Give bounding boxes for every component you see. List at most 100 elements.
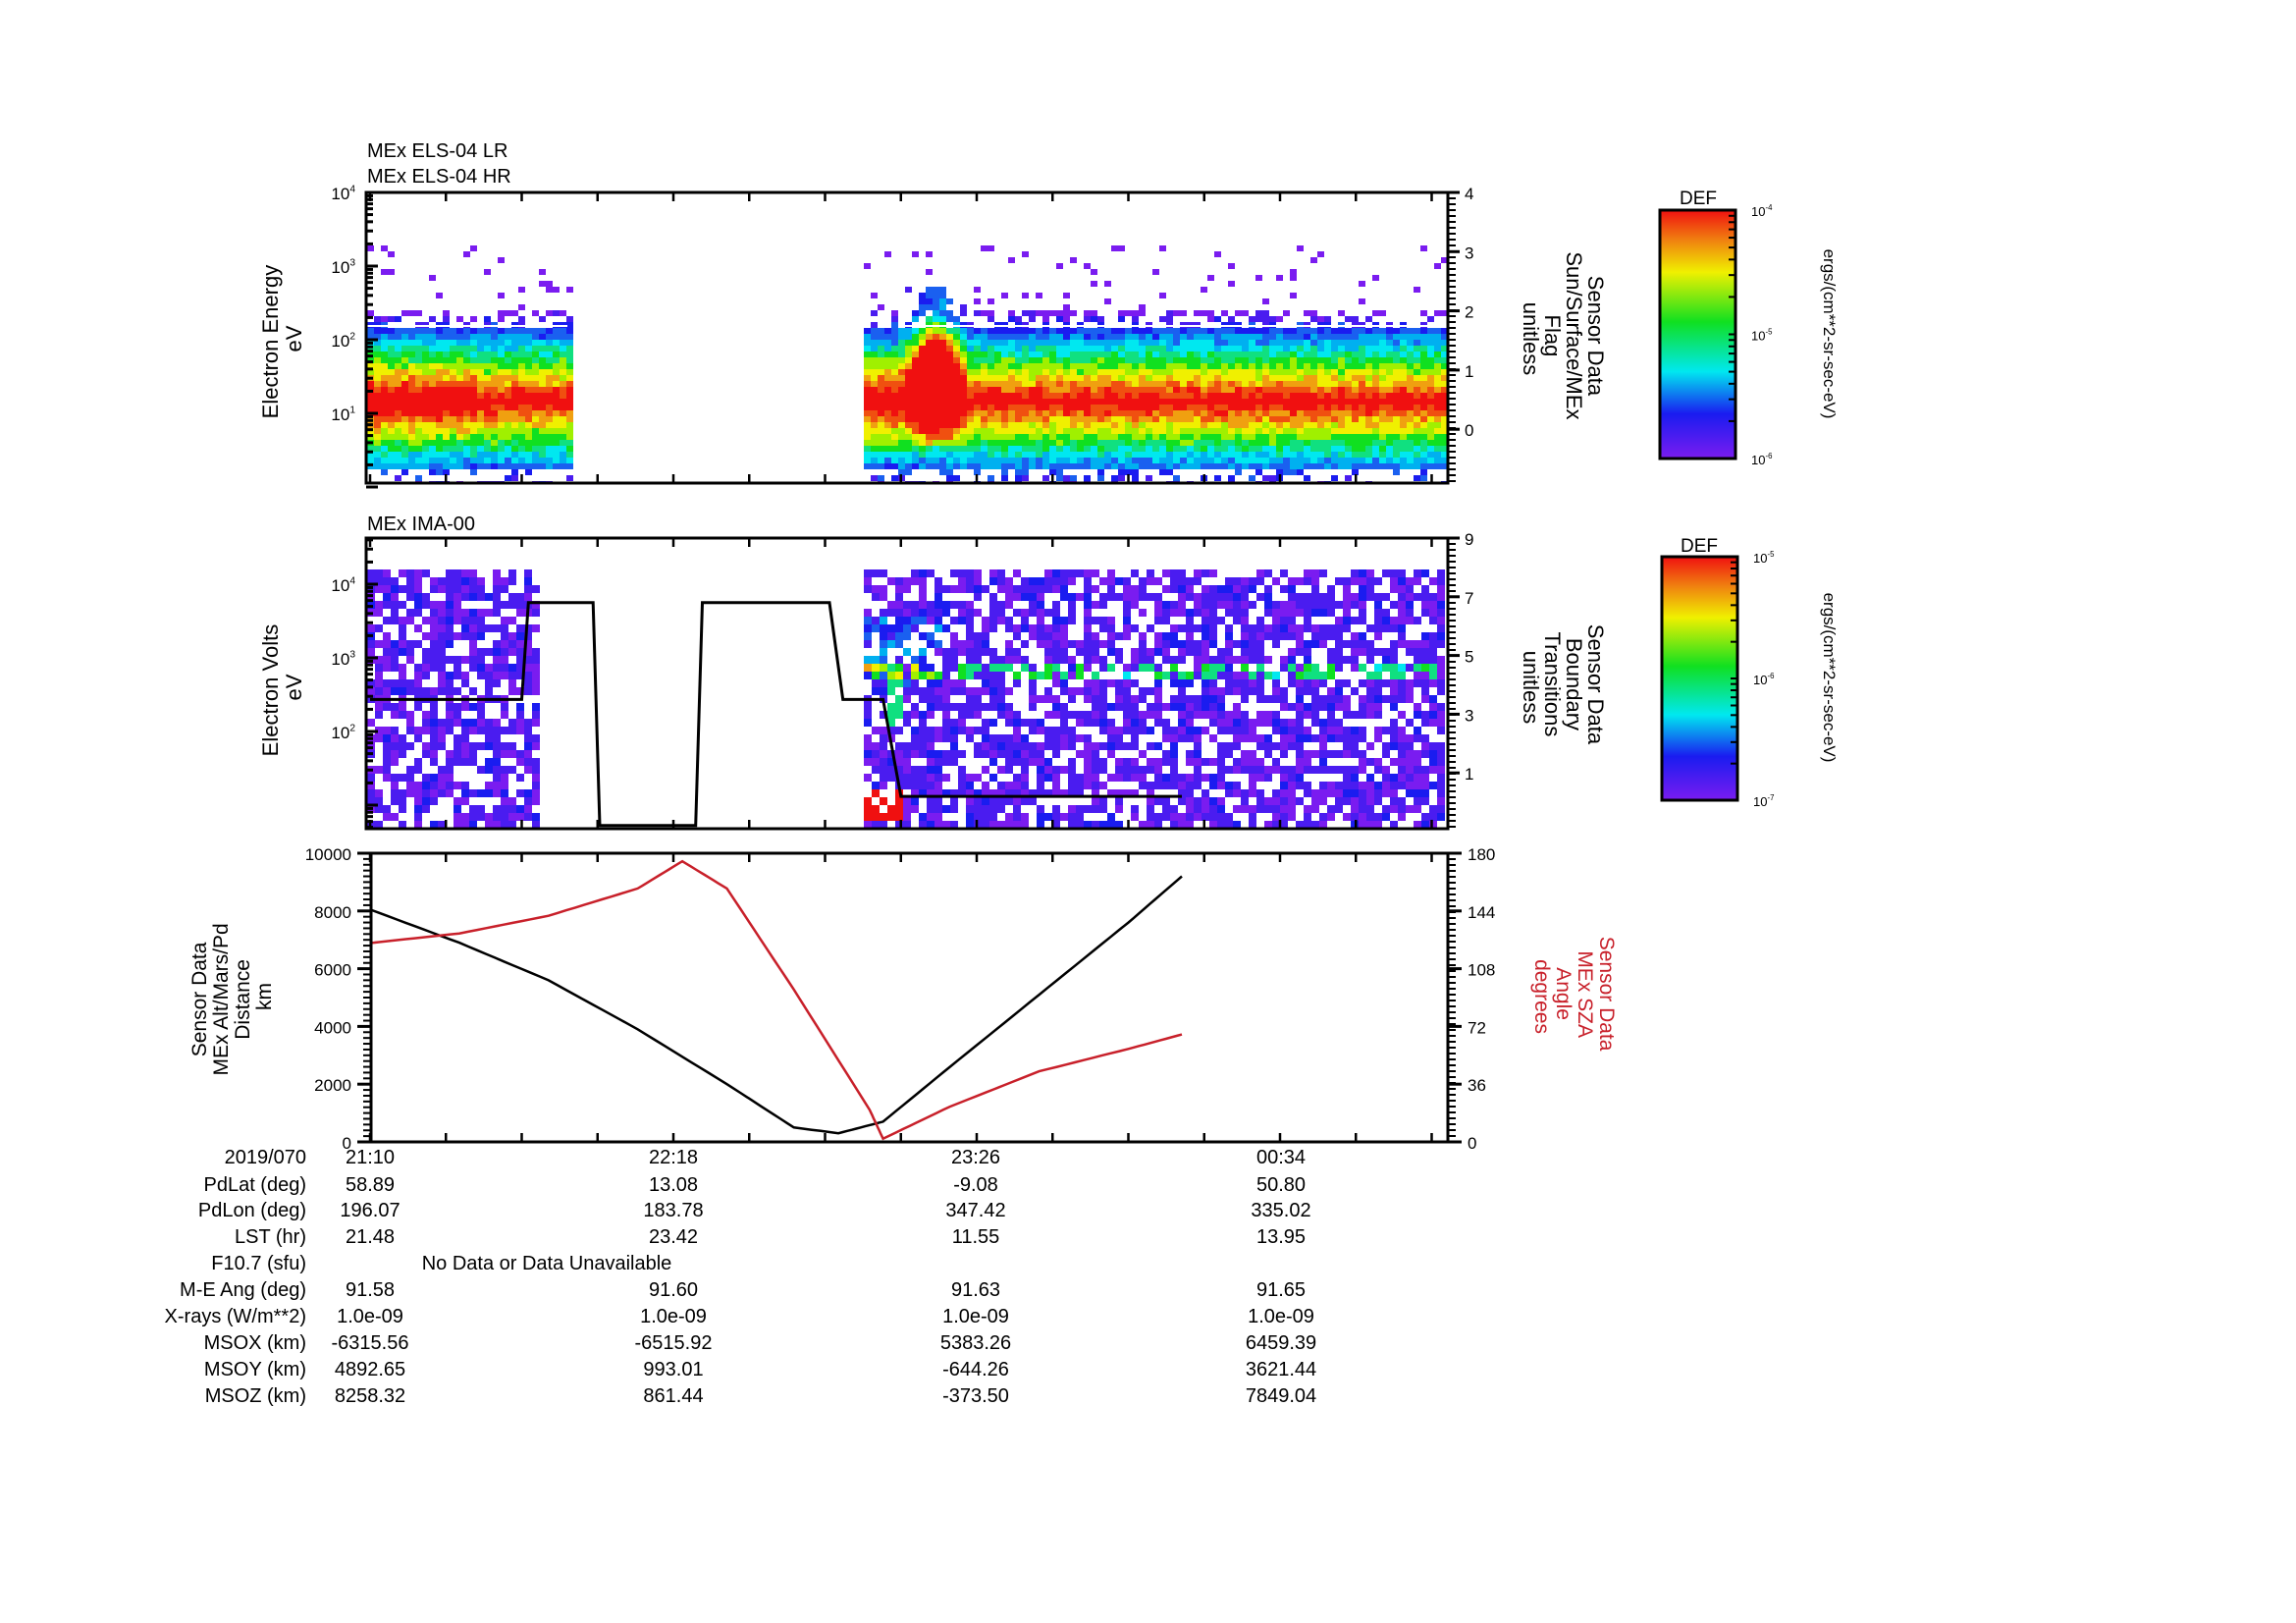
table-cell: -6315.56 — [331, 1332, 409, 1354]
orbit-y-tick-label: 8000 — [314, 903, 351, 922]
ima-y2-tick-label: 3 — [1465, 706, 1473, 725]
table-row-note: No Data or Data Unavailable — [421, 1253, 672, 1274]
ima-y2-tick-label: 9 — [1465, 530, 1473, 549]
table-cell: 21:10 — [345, 1147, 396, 1168]
orbit-right-label: Sensor Data MEx SZA Angle degrees — [1530, 937, 1618, 1057]
els-title-hr: MEx ELS-04 HR — [367, 166, 511, 188]
sza-line — [371, 859, 1183, 1141]
table-row-label: 2019/070 — [224, 1147, 306, 1168]
table-cell: -644.26 — [942, 1359, 1009, 1380]
ima-y-tick-label: 104 — [331, 575, 355, 595]
els-y2-tick-label: 4 — [1465, 185, 1473, 203]
els-spectrogram — [367, 245, 1448, 483]
table-cell: 1.0e-09 — [337, 1306, 403, 1327]
ima-colorbar-title: DEF — [1681, 536, 1718, 557]
table-row-label: M-E Ang (deg) — [180, 1279, 306, 1301]
table-row-label: LST (hr) — [235, 1226, 306, 1248]
table-cell: 861.44 — [643, 1385, 704, 1407]
orbit-y2-tick-label: 108 — [1468, 961, 1495, 980]
table-row-label: MSOZ (km) — [204, 1385, 306, 1407]
els-y-tick-label: 103 — [331, 257, 355, 277]
table-row-label: MSOY (km) — [203, 1359, 306, 1380]
table-cell: 50.80 — [1255, 1174, 1307, 1196]
ima-panel: MEx IMA-00 104 103 102 9 7 5 3 1 Electron Volts… — [258, 514, 1839, 831]
orbit-y2-tick-label: 36 — [1468, 1076, 1486, 1095]
colorbar-tick-label: 10-6 — [1753, 672, 1774, 687]
table-row-label: PdLon (deg) — [197, 1200, 306, 1221]
orbit-y2-tick-label: 180 — [1468, 845, 1495, 864]
table-cell: 91.63 — [950, 1279, 1001, 1301]
table-cell: 21.48 — [345, 1226, 396, 1248]
orbit-y-tick-label: 6000 — [314, 961, 351, 980]
els-y2-tick-label: 3 — [1465, 243, 1473, 262]
orbit-y-tick-label: 0 — [343, 1134, 351, 1153]
table-row-label: F10.7 (sfu) — [211, 1253, 306, 1274]
table-cell: 4892.65 — [334, 1359, 406, 1380]
orbit-axes: 10000 8000 6000 4000 2000 0 180 144 108 72 36 0 — [305, 845, 1496, 1153]
els-colorbar-units: ergs/(cm**2-sr-sec-eV) — [1820, 249, 1839, 419]
colorbar-tick-label: 10-5 — [1751, 328, 1773, 344]
ima-left-label: Electron Volts eV — [258, 619, 306, 757]
table-cell: 335.02 — [1251, 1200, 1311, 1221]
ima-y2-tick-label: 7 — [1465, 589, 1473, 608]
ima-y2-tick-label: 5 — [1465, 648, 1473, 667]
table-cell: 23:26 — [950, 1147, 1001, 1168]
table-cell: 1.0e-09 — [640, 1306, 707, 1327]
ima-y-tick-label: 102 — [331, 723, 355, 742]
els-title-lr: MEx ELS-04 LR — [367, 140, 507, 162]
orbit-y2-tick-label: 0 — [1468, 1134, 1476, 1153]
table-row-label: PdLat (deg) — [203, 1174, 306, 1196]
table-cell: 91.65 — [1255, 1279, 1307, 1301]
els-y2-tick-label: 0 — [1465, 421, 1473, 440]
ima-spectrogram — [367, 569, 1445, 829]
ima-colorbar-units: ergs/(cm**2-sr-sec-eV) — [1820, 593, 1839, 763]
table-row-label: X-rays (W/m**2) — [164, 1306, 306, 1327]
colorbar-tick-label: 10-7 — [1753, 793, 1774, 809]
ima-colorbar: DEF 10-5 10-6 10-7 ergs/(cm**2-sr-sec-eV) — [1660, 536, 1839, 809]
els-y2-tick-label: 2 — [1465, 303, 1473, 322]
els-y-tick-label: 102 — [331, 331, 355, 351]
orbit-y-tick-label: 2000 — [314, 1076, 351, 1095]
table-cell: 13.95 — [1255, 1226, 1307, 1248]
table-cell: 00:34 — [1255, 1147, 1307, 1168]
table-cell: -9.08 — [953, 1174, 998, 1196]
orbit-y2-tick-label: 144 — [1468, 903, 1495, 922]
orbit-y2-tick-label: 72 — [1468, 1018, 1486, 1037]
table-cell: 91.60 — [648, 1279, 699, 1301]
orbit-panel: 10000 8000 6000 4000 2000 0 180 144 108 72 36 0 Sen… — [188, 845, 1618, 1153]
els-right-label: Sensor Data Sun/Surface/MEx Flag unitles… — [1519, 251, 1608, 425]
els-panel: MEx ELS-04 LR MEx ELS-04 HR 104 103 102 101… — [258, 140, 1839, 489]
table-cell: 22:18 — [648, 1147, 699, 1168]
ima-axes: 104 103 102 9 7 5 3 1 — [331, 530, 1473, 830]
ima-y-tick-label: 103 — [331, 649, 355, 669]
ima-frame — [364, 536, 1450, 831]
colorbar-tick-label: 10-6 — [1751, 452, 1772, 467]
orbit-left-label: Sensor Data MEx Alt/Mars/Pd Distance km — [188, 917, 276, 1075]
els-colorbar-title: DEF — [1680, 189, 1717, 209]
els-axes: 104 103 102 101 4 3 2 1 0 — [331, 184, 1473, 489]
table-cell: 3621.44 — [1245, 1359, 1317, 1380]
table-cell: 11.55 — [951, 1226, 1000, 1248]
colorbar-tick-label: 10-5 — [1753, 550, 1775, 566]
els-y-tick-label: 101 — [331, 405, 355, 424]
table-cell: 5383.26 — [939, 1332, 1012, 1354]
els-y-tick-label: 104 — [331, 184, 355, 203]
ima-title: MEx IMA-00 — [367, 514, 475, 535]
table-cell: 1.0e-09 — [942, 1306, 1009, 1327]
orbit-y-tick-label: 4000 — [314, 1018, 351, 1037]
table-cell: 23.42 — [648, 1226, 699, 1248]
ima-boundary-line — [370, 601, 1182, 828]
table-cell: 91.58 — [345, 1279, 396, 1301]
els-frame — [364, 190, 1450, 485]
altitude-line — [371, 875, 1183, 1135]
table-cell: -6515.92 — [634, 1332, 713, 1354]
els-left-label: Electron Energy eV — [258, 259, 306, 419]
table-cell: 8258.32 — [334, 1385, 406, 1407]
table-cell: 196.07 — [340, 1200, 400, 1221]
colorbar-tick-label: 10-4 — [1751, 203, 1773, 219]
table-cell: 7849.04 — [1245, 1385, 1317, 1407]
els-colorbar: DEF 10-4 10-5 10-6 ergs/(cm**2-sr-sec-eV) — [1658, 189, 1839, 467]
table-cell: 183.78 — [643, 1200, 704, 1221]
table-cell: 1.0e-09 — [1248, 1306, 1314, 1327]
table-cell: 347.42 — [945, 1200, 1006, 1221]
